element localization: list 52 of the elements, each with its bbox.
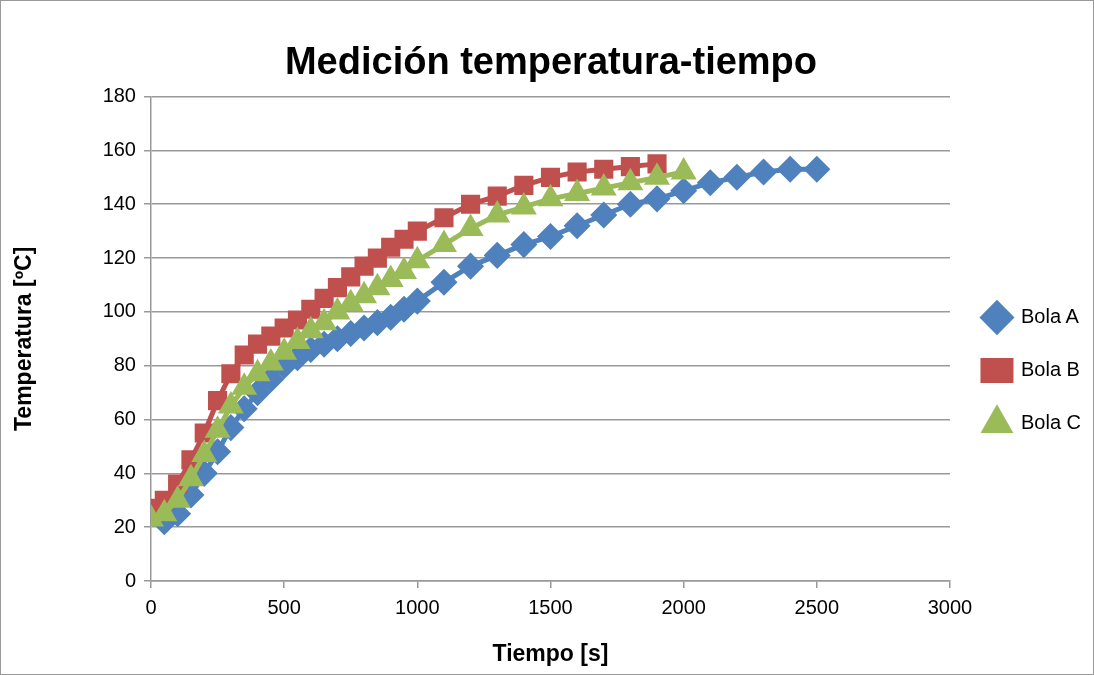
x-tick-label: 2500 [794, 595, 840, 618]
y-tick-label: 160 [102, 137, 136, 160]
x-tick-label: 0 [145, 595, 157, 618]
y-tick-label: 40 [113, 460, 136, 483]
y-tick-label: 100 [102, 299, 136, 322]
x-tick-label: 500 [267, 595, 301, 618]
x-tick-label: 1000 [395, 595, 440, 618]
y-tick-label: 180 [102, 84, 136, 107]
point [301, 299, 321, 319]
point [564, 213, 590, 239]
point [434, 208, 454, 228]
y-tick-label: 60 [113, 407, 136, 430]
point [537, 224, 563, 250]
x-tick-label: 2000 [661, 595, 706, 618]
point [591, 202, 617, 228]
point [804, 156, 830, 182]
point [487, 186, 507, 206]
point [378, 304, 404, 330]
chart-title: Medición temperatura-tiempo [284, 40, 818, 83]
point [208, 391, 228, 411]
point [514, 175, 534, 195]
point [777, 156, 803, 182]
legend-label: Bola C [1020, 411, 1081, 434]
point [540, 167, 561, 187]
point [484, 242, 510, 268]
point [511, 232, 537, 258]
x-axis-title: Tiempo [s] [492, 639, 609, 666]
point [594, 159, 614, 179]
point [751, 159, 777, 185]
y-tick-label: 140 [102, 191, 136, 214]
point [404, 288, 430, 314]
point [221, 364, 241, 384]
x-tick-label: 1500 [528, 595, 573, 618]
x-tick-label: 3000 [927, 595, 973, 618]
point [697, 170, 723, 196]
point [724, 164, 750, 190]
point [458, 253, 484, 279]
y-tick-label: 120 [102, 245, 136, 268]
legend-label: Bola A [1020, 305, 1080, 328]
point [567, 162, 587, 182]
point [407, 221, 427, 241]
y-axis-title: Temperatura [ºC] [10, 246, 37, 431]
y-tick-label: 20 [113, 514, 136, 537]
point [644, 186, 670, 212]
point [461, 194, 481, 214]
point [617, 191, 643, 217]
y-tick-label: 80 [113, 353, 136, 376]
point [671, 178, 697, 204]
point [431, 269, 457, 295]
y-tick-label: 0 [124, 568, 136, 591]
point [234, 345, 254, 365]
legend-label: Bola B [1020, 358, 1080, 381]
